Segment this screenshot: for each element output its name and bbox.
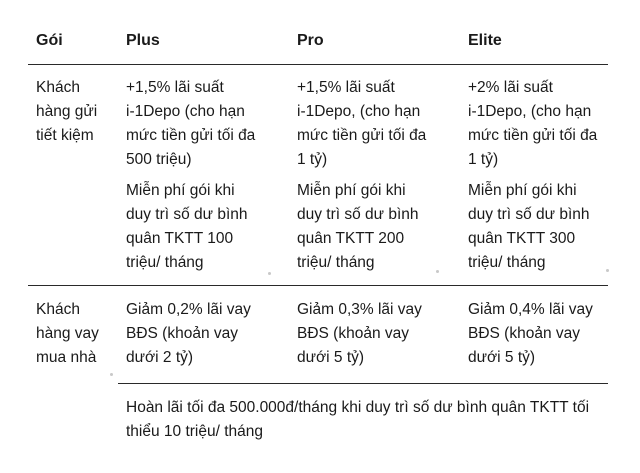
- cell-line: triệu/ tháng: [297, 254, 375, 271]
- cell-line: Miễn phí gói khi: [297, 182, 406, 199]
- cell-line: triệu/ tháng: [468, 254, 546, 271]
- cell-line: quân TKTT 300: [468, 230, 576, 247]
- cell-line: Giảm 0,4% lãi vay: [468, 301, 593, 318]
- cell-line: dưới 2 tỷ): [126, 349, 194, 366]
- decorative-dot: [606, 269, 609, 272]
- cell-line: i-1Depo, (cho hạn: [468, 103, 592, 120]
- cell-line: 1 tỷ): [468, 151, 499, 168]
- cell-line: Miễn phí gói khi: [468, 182, 577, 199]
- cell-line: +1,5% lãi suất: [297, 79, 395, 96]
- cell-line: quân TKTT 100: [126, 230, 234, 247]
- row-label-savings: Khách hàng gửi tiết kiệm: [36, 76, 97, 148]
- cell-line: 500 triệu): [126, 151, 192, 168]
- plus-mortgage-discount: Giảm 0,2% lãi vay BĐS (khoản vay dưới 2 …: [126, 298, 251, 370]
- plus-fee-waiver: Miễn phí gói khi duy trì số dư bình quân…: [126, 179, 248, 275]
- cell-line: +2% lãi suất: [468, 79, 553, 96]
- cashback-rule: [118, 383, 608, 384]
- cell-line: duy trì số dư bình: [126, 206, 248, 223]
- mortgage-cashback: Hoàn lãi tối đa 500.000đ/tháng khi duy t…: [126, 399, 590, 440]
- pro-fee-waiver: Miễn phí gói khi duy trì số dư bình quân…: [297, 179, 419, 275]
- header-package: Gói: [36, 32, 63, 49]
- header-elite: Elite: [468, 32, 502, 49]
- row-label-line: Khách: [36, 301, 80, 318]
- cell-line: i-1Depo (cho hạn: [126, 103, 245, 120]
- cell-line: Miễn phí gói khi: [126, 182, 235, 199]
- cell-line: triệu/ tháng: [126, 254, 204, 271]
- cell-line: Giảm 0,3% lãi vay: [297, 301, 422, 318]
- row-label-line: mua nhà: [36, 349, 97, 366]
- header-plus: Plus: [126, 32, 160, 49]
- cell-line: duy trì số dư bình: [297, 206, 419, 223]
- pro-savings-rate: +1,5% lãi suất i-1Depo, (cho hạn mức tiề…: [297, 76, 426, 172]
- elite-mortgage-discount: Giảm 0,4% lãi vay BĐS (khoản vay dưới 5 …: [468, 298, 593, 370]
- cell-line: BĐS (khoản vay: [126, 325, 238, 342]
- cell-line: mức tiền gửi tối đa: [126, 127, 256, 144]
- pro-mortgage-discount: Giảm 0,3% lãi vay BĐS (khoản vay dưới 5 …: [297, 298, 422, 370]
- header-pro: Pro: [297, 32, 324, 49]
- elite-savings-rate: +2% lãi suất i-1Depo, (cho hạn mức tiền …: [468, 76, 597, 172]
- cell-line: Giảm 0,2% lãi vay: [126, 301, 251, 318]
- cell-line: i-1Depo, (cho hạn: [297, 103, 421, 120]
- cell-line: BĐS (khoản vay: [297, 325, 409, 342]
- cell-line: +1,5% lãi suất: [126, 79, 224, 96]
- decorative-dot: [110, 373, 113, 376]
- cell-line: BĐS (khoản vay: [468, 325, 580, 342]
- row-label-line: tiết kiệm: [36, 127, 94, 144]
- cell-line: 1 tỷ): [297, 151, 328, 168]
- middle-rule: [28, 285, 608, 286]
- decorative-dot: [268, 272, 271, 275]
- cell-line: dưới 5 tỷ): [297, 349, 365, 366]
- cell-line: dưới 5 tỷ): [468, 349, 536, 366]
- cell-line: duy trì số dư bình: [468, 206, 590, 223]
- cell-line: quân TKTT 200: [297, 230, 405, 247]
- top-rule: [28, 64, 608, 65]
- row-label-line: Khách: [36, 79, 80, 96]
- row-label-line: hàng vay: [36, 325, 99, 342]
- cell-line: mức tiền gửi tối đa: [297, 127, 427, 144]
- cell-line: mức tiền gửi tối đa: [468, 127, 598, 144]
- plus-savings-rate: +1,5% lãi suất i-1Depo (cho hạn mức tiền…: [126, 76, 255, 172]
- row-label-line: hàng gửi: [36, 103, 98, 120]
- elite-fee-waiver: Miễn phí gói khi duy trì số dư bình quân…: [468, 179, 590, 275]
- row-label-mortgage: Khách hàng vay mua nhà: [36, 298, 99, 370]
- decorative-dot: [436, 270, 439, 273]
